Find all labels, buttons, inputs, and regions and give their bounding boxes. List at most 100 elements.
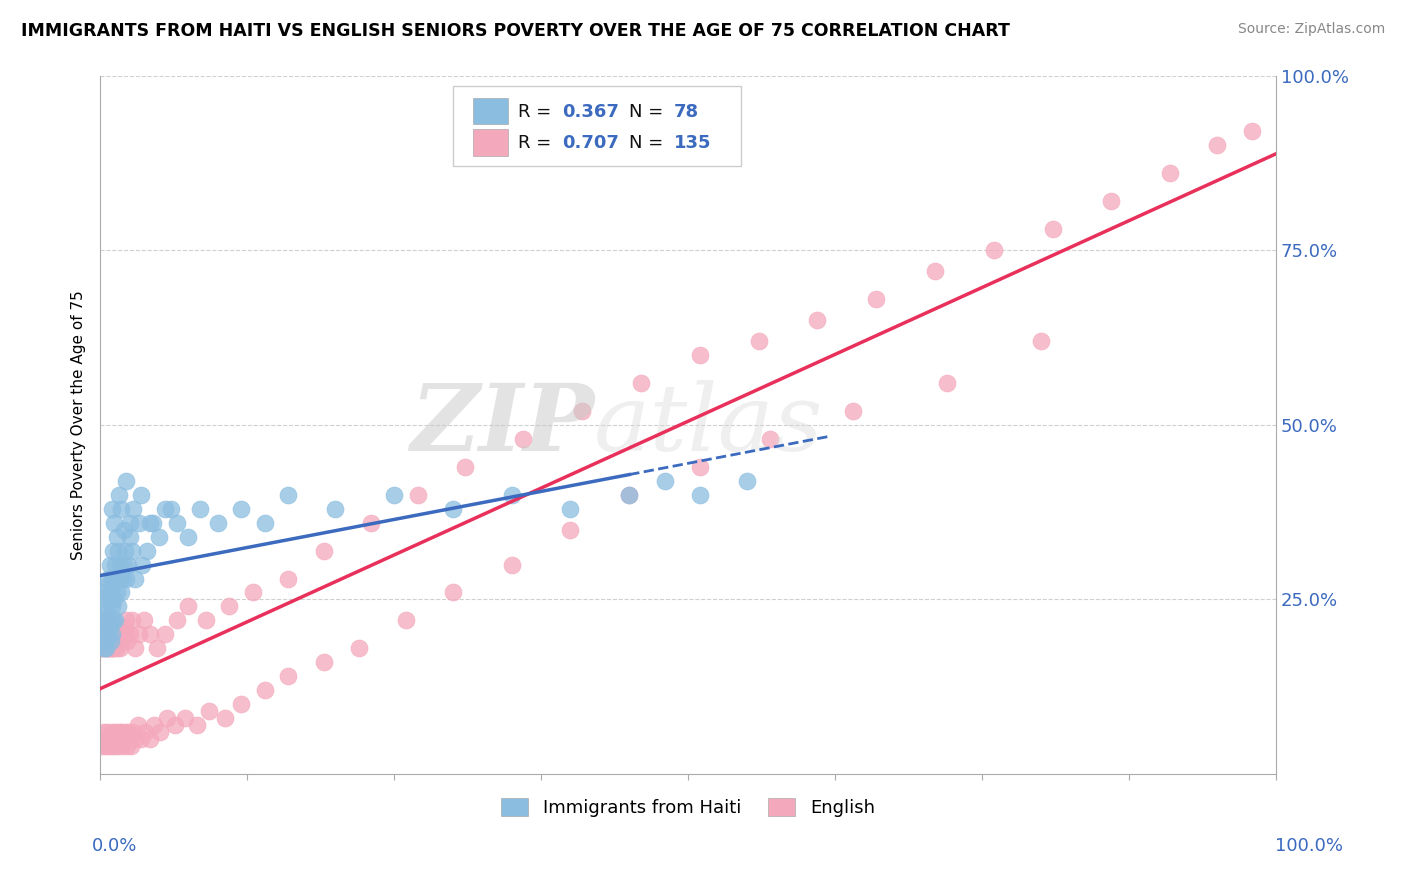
- FancyBboxPatch shape: [453, 86, 741, 166]
- English: [111, 634, 134, 648]
- English: [114, 627, 136, 641]
- English: [1241, 124, 1264, 138]
- English: [406, 488, 429, 502]
- English: [91, 627, 114, 641]
- English: [177, 599, 200, 614]
- Immigrants from Haiti: [94, 627, 117, 641]
- English: [115, 732, 138, 747]
- English: [115, 614, 138, 628]
- English: [347, 641, 370, 656]
- Immigrants from Haiti: [108, 488, 131, 502]
- Immigrants from Haiti: [94, 620, 117, 634]
- English: [145, 641, 167, 656]
- Immigrants from Haiti: [253, 516, 276, 530]
- Text: 0.707: 0.707: [562, 135, 619, 153]
- Immigrants from Haiti: [98, 558, 121, 572]
- Immigrants from Haiti: [441, 501, 464, 516]
- Immigrants from Haiti: [110, 585, 132, 599]
- English: [841, 404, 863, 418]
- English: [93, 634, 115, 648]
- English: [129, 732, 152, 747]
- Immigrants from Haiti: [277, 488, 299, 502]
- English: [97, 620, 120, 634]
- English: [143, 718, 166, 732]
- English: [560, 523, 582, 537]
- Immigrants from Haiti: [735, 474, 758, 488]
- English: [1029, 334, 1052, 348]
- English: [97, 634, 120, 648]
- English: [865, 292, 887, 306]
- Immigrants from Haiti: [131, 558, 153, 572]
- English: [94, 634, 117, 648]
- Immigrants from Haiti: [96, 607, 118, 621]
- English: [1206, 138, 1229, 153]
- English: [441, 585, 464, 599]
- English: [101, 634, 124, 648]
- Immigrants from Haiti: [96, 634, 118, 648]
- Immigrants from Haiti: [122, 501, 145, 516]
- English: [100, 627, 122, 641]
- Immigrants from Haiti: [501, 488, 523, 502]
- English: [173, 711, 195, 725]
- English: [108, 725, 131, 739]
- Immigrants from Haiti: [103, 592, 125, 607]
- English: [983, 243, 1005, 257]
- Immigrants from Haiti: [177, 530, 200, 544]
- Immigrants from Haiti: [94, 641, 117, 656]
- English: [935, 376, 957, 390]
- English: [132, 614, 155, 628]
- English: [120, 739, 142, 754]
- English: [101, 641, 124, 656]
- English: [360, 516, 382, 530]
- English: [101, 620, 124, 634]
- Immigrants from Haiti: [91, 614, 114, 628]
- English: [138, 627, 160, 641]
- English: [186, 718, 208, 732]
- English: [94, 614, 117, 628]
- English: [94, 732, 117, 747]
- English: [277, 572, 299, 586]
- English: [630, 376, 652, 390]
- Immigrants from Haiti: [103, 572, 125, 586]
- Immigrants from Haiti: [148, 530, 170, 544]
- English: [97, 641, 120, 656]
- Immigrants from Haiti: [231, 501, 253, 516]
- Immigrants from Haiti: [107, 543, 129, 558]
- Immigrants from Haiti: [101, 627, 124, 641]
- English: [96, 725, 118, 739]
- Immigrants from Haiti: [93, 599, 115, 614]
- English: [107, 620, 129, 634]
- English: [242, 585, 264, 599]
- Immigrants from Haiti: [103, 516, 125, 530]
- Immigrants from Haiti: [689, 488, 711, 502]
- English: [101, 725, 124, 739]
- Text: 0.0%: 0.0%: [91, 837, 136, 855]
- Immigrants from Haiti: [105, 530, 128, 544]
- Text: Source: ZipAtlas.com: Source: ZipAtlas.com: [1237, 22, 1385, 37]
- English: [101, 627, 124, 641]
- English: [118, 627, 141, 641]
- Immigrants from Haiti: [98, 620, 121, 634]
- Immigrants from Haiti: [94, 585, 117, 599]
- English: [90, 627, 112, 641]
- Immigrants from Haiti: [654, 474, 676, 488]
- English: [91, 641, 114, 656]
- English: [134, 725, 156, 739]
- Immigrants from Haiti: [100, 585, 122, 599]
- English: [94, 627, 117, 641]
- English: [924, 264, 946, 278]
- Immigrants from Haiti: [108, 558, 131, 572]
- English: [105, 732, 128, 747]
- English: [124, 641, 146, 656]
- Immigrants from Haiti: [136, 543, 159, 558]
- English: [96, 641, 118, 656]
- English: [98, 614, 121, 628]
- English: [108, 732, 131, 747]
- English: [156, 711, 179, 725]
- Immigrants from Haiti: [100, 614, 122, 628]
- English: [100, 641, 122, 656]
- Immigrants from Haiti: [90, 634, 112, 648]
- Immigrants from Haiti: [121, 543, 143, 558]
- English: [198, 704, 221, 718]
- Immigrants from Haiti: [101, 599, 124, 614]
